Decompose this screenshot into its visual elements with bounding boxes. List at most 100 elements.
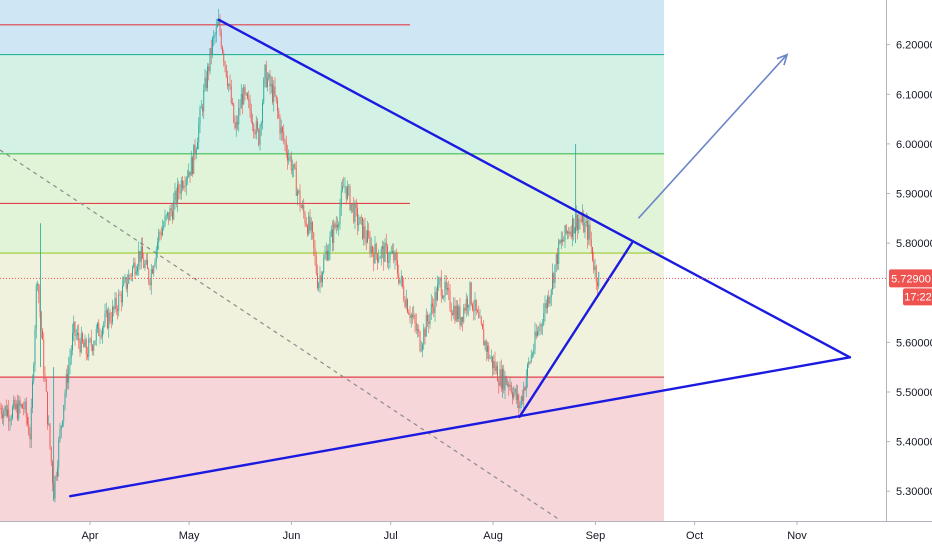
candle-body: [160, 232, 162, 236]
candle-body: [458, 306, 460, 320]
candle-body: [453, 305, 455, 315]
candle-body: [463, 307, 465, 322]
triangle-line-1[interactable]: [68, 356, 852, 498]
candle-body: [367, 230, 368, 243]
candle-body: [418, 329, 420, 332]
projection-arrow-head[interactable]: [776, 53, 789, 66]
candle-body: [33, 365, 35, 381]
candle-body: [88, 339, 90, 357]
candle-body: [574, 227, 576, 234]
candle-body: [598, 272, 600, 287]
candle-body: [297, 191, 298, 196]
candle-body: [133, 262, 135, 268]
candle-body: [455, 305, 457, 321]
candle-body: [79, 341, 81, 353]
candle-body: [452, 313, 453, 315]
candle-body: [505, 376, 507, 385]
candle-body: [225, 65, 227, 77]
candle-body: [73, 321, 75, 333]
candle-body: [3, 411, 5, 419]
candle-body: [443, 296, 445, 298]
fib-zone-1: [0, 54, 664, 154]
candle-body: [50, 447, 52, 463]
candle-body: [338, 223, 340, 228]
candle-body: [247, 93, 248, 99]
candle-body: [273, 86, 275, 102]
candle-body: [503, 368, 505, 391]
candle-body: [300, 206, 302, 208]
triangle-line-2[interactable]: [518, 241, 634, 418]
candle-body: [92, 345, 93, 351]
candle-body: [448, 287, 450, 291]
candle-body: [575, 214, 577, 228]
candle-body: [449, 290, 451, 310]
candle-body: [8, 409, 10, 422]
candle-body: [119, 294, 121, 296]
candle-body: [544, 303, 546, 314]
candle-body: [123, 280, 125, 286]
projection-arrow-line[interactable]: [637, 54, 788, 219]
candle-body: [145, 259, 147, 264]
candle-body: [234, 122, 236, 129]
drawing-lines[interactable]: [68, 18, 852, 498]
candle-body: [90, 338, 92, 346]
candle-body: [229, 84, 231, 87]
candle-body: [439, 277, 441, 281]
candle-body: [292, 168, 293, 171]
candle-body: [0, 408, 2, 415]
candle-body: [62, 420, 63, 426]
candle-body: [362, 217, 363, 239]
candle-body: [315, 256, 317, 274]
candle-body: [514, 388, 516, 393]
candle-body: [49, 423, 51, 448]
candle-body: [417, 329, 418, 331]
candle-body: [364, 226, 366, 239]
candle-body: [387, 246, 388, 263]
candle-body: [195, 149, 197, 155]
candle-body: [435, 291, 437, 301]
candle-body: [239, 108, 241, 109]
current-price-tag: [889, 269, 932, 288]
candle-body: [274, 86, 276, 96]
candle-body: [308, 216, 310, 235]
candle-body: [422, 344, 423, 350]
candle-body: [482, 324, 483, 330]
candle-body: [349, 186, 351, 211]
candle-body: [500, 369, 502, 389]
candle-body: [193, 144, 195, 174]
candle-body: [174, 190, 176, 201]
candle-body: [593, 260, 595, 270]
price-axis: 6.20000 6.10000 6.00000 5.90000 5.80000 5.600…: [886, 0, 932, 521]
candle-body: [499, 369, 501, 386]
candle-body: [319, 275, 321, 284]
candle-body: [283, 132, 285, 141]
candle-body: [180, 180, 182, 194]
candle-body: [77, 332, 78, 336]
candle-body: [44, 374, 46, 380]
candle-body: [384, 242, 386, 262]
candle-body: [374, 243, 376, 264]
candle-body: [450, 309, 452, 314]
candle-body: [189, 171, 191, 176]
candle-body: [509, 385, 511, 387]
candle-body: [528, 361, 530, 365]
candle-body: [132, 267, 133, 277]
candle-body: [210, 48, 212, 55]
candle-body: [67, 374, 68, 383]
triangle-line-0[interactable]: [217, 18, 852, 359]
candle-body: [80, 333, 82, 353]
candle-body: [415, 322, 417, 331]
candle-body: [27, 417, 28, 425]
candle-body: [399, 279, 401, 284]
candle-body: [483, 329, 485, 346]
candle-body: [307, 225, 308, 235]
candle-body: [250, 110, 252, 122]
candle-body: [214, 34, 216, 36]
candle-body: [438, 280, 440, 285]
candle-body: [475, 299, 477, 311]
candle-body: [392, 251, 393, 254]
candle-body: [325, 250, 327, 255]
candle-body: [370, 246, 372, 253]
